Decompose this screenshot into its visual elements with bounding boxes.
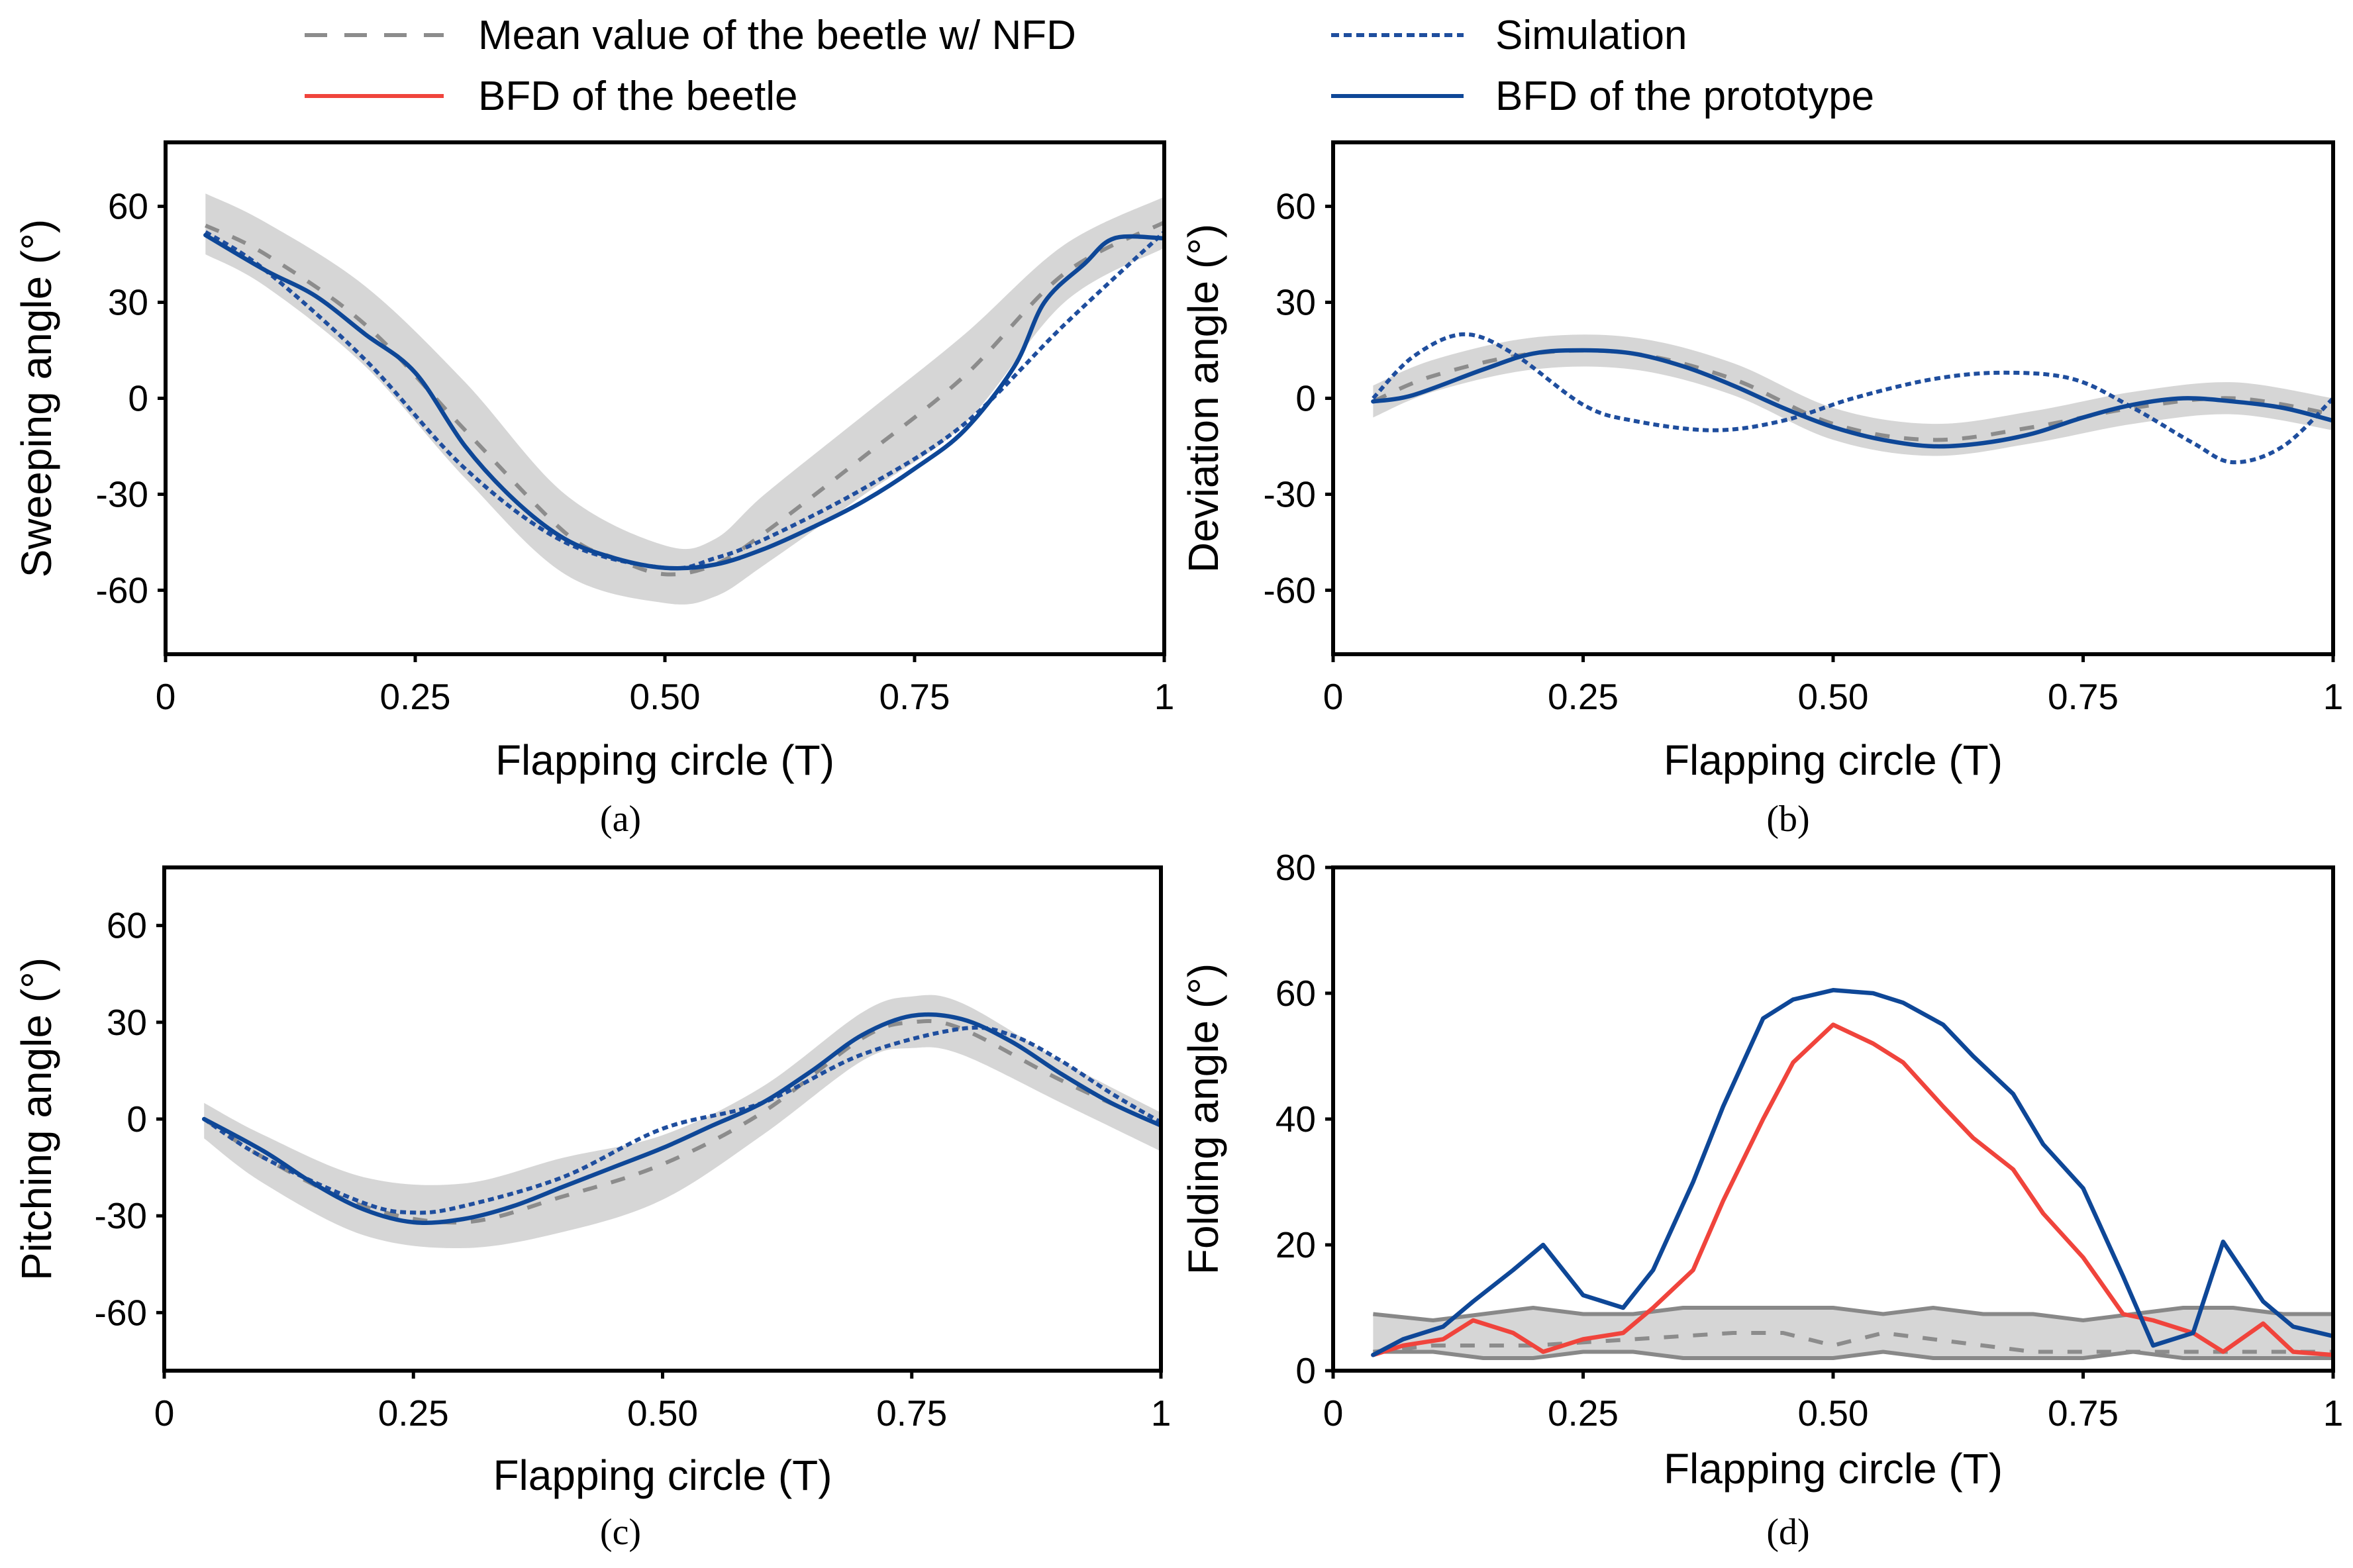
y-tick-label: 30 bbox=[1276, 282, 1316, 323]
panel-caption: (c) bbox=[600, 1512, 641, 1553]
plot-area-a bbox=[203, 193, 1164, 605]
x-tick-label: 0.50 bbox=[1797, 676, 1868, 717]
y-axis-label: Sweeping angle (°) bbox=[13, 219, 60, 577]
panels: 0 0.25 0.50 0.75 1 60 30 0 -30 -60 Flapping circle… bbox=[13, 140, 2344, 1553]
x-axis-label: Flapping circle (T) bbox=[493, 1451, 832, 1499]
x-tick-label: 0.75 bbox=[2048, 1393, 2119, 1434]
legend-label-prototype: BFD of the prototype bbox=[1495, 74, 1874, 119]
y-tick-label: 0 bbox=[126, 1099, 147, 1140]
x-tick-label: 1 bbox=[2323, 1393, 2344, 1434]
series-prototype bbox=[1371, 988, 2333, 1357]
series-beetle_bfd bbox=[1371, 1022, 2333, 1357]
legend-label-mean: Mean value of the beetle w/ NFD bbox=[478, 13, 1076, 58]
y-tick-label: 80 bbox=[1276, 847, 1316, 888]
y-tick-label: 30 bbox=[108, 282, 148, 323]
x-tick-label: 1 bbox=[1154, 676, 1175, 717]
y-tick-label: -60 bbox=[1264, 569, 1317, 611]
band-upper-edge bbox=[1373, 1305, 2333, 1323]
plot-area-c bbox=[201, 995, 1161, 1248]
series-prototype bbox=[201, 1012, 1161, 1225]
series-simulation bbox=[1372, 332, 2333, 465]
x-tick-label: 0.25 bbox=[378, 1393, 449, 1434]
legend-label-beetle-bfd: BFD of the beetle bbox=[478, 74, 798, 119]
plot-area-b bbox=[1371, 332, 2333, 465]
y-tick-label: 30 bbox=[107, 1002, 147, 1043]
band-lower-edge bbox=[1373, 1349, 2333, 1360]
panel-caption: (b) bbox=[1766, 799, 1809, 840]
x-tick-label: 0.75 bbox=[876, 1393, 947, 1434]
x-tick-label: 0 bbox=[1323, 676, 1344, 717]
legend-label-simulation: Simulation bbox=[1495, 13, 1687, 58]
legend: Mean value of the beetle w/ NFD Simulati… bbox=[305, 13, 1874, 119]
y-tick-label: -60 bbox=[96, 569, 149, 611]
panel-b: 0 0.25 0.50 0.75 1 60 30 0 -30 -60 Flapping circle… bbox=[1179, 140, 2344, 840]
series-mean bbox=[203, 1019, 1161, 1225]
x-tick-label: 0 bbox=[156, 676, 176, 717]
y-axis-label: Deviation angle (°) bbox=[1179, 224, 1227, 573]
y-tick-label: -30 bbox=[1264, 473, 1317, 514]
y-tick-label: 0 bbox=[1295, 1350, 1316, 1391]
series-mean bbox=[1373, 1331, 2333, 1354]
series-prototype bbox=[203, 232, 1164, 571]
x-tick-label: 1 bbox=[1151, 1393, 1172, 1434]
x-tick-label: 0 bbox=[154, 1393, 175, 1434]
series-mean bbox=[204, 220, 1164, 577]
y-tick-label: -60 bbox=[95, 1292, 148, 1333]
x-axis-label: Flapping circle (T) bbox=[1664, 736, 2003, 784]
axes-frame bbox=[162, 865, 1163, 1373]
panel-caption: (d) bbox=[1766, 1512, 1809, 1553]
y-tick-label: 0 bbox=[128, 378, 148, 419]
series-simulation bbox=[203, 1025, 1161, 1215]
series-prototype bbox=[1371, 348, 2333, 449]
x-tick-label: 0.75 bbox=[879, 676, 950, 717]
x-tick-label: 0.50 bbox=[629, 676, 700, 717]
y-tick-label: 0 bbox=[1295, 378, 1316, 419]
y-axis-label: Pitching angle (°) bbox=[13, 957, 60, 1281]
y-tick-label: 60 bbox=[107, 905, 147, 946]
y-tick-label: 60 bbox=[1276, 186, 1316, 227]
x-tick-label: 0.25 bbox=[1548, 1393, 1619, 1434]
panel-c: 0 0.25 0.50 0.75 1 60 30 0 -30 -60 Flapping circle… bbox=[13, 865, 1172, 1553]
x-axis-label: Flapping circle (T) bbox=[495, 736, 834, 784]
x-tick-label: 0.25 bbox=[1548, 676, 1619, 717]
x-tick-label: 1 bbox=[2323, 676, 2344, 717]
panel-caption: (a) bbox=[600, 799, 641, 840]
variability-band bbox=[205, 193, 1164, 605]
plot-area-d bbox=[1371, 988, 2333, 1360]
x-tick-label: 0.50 bbox=[627, 1393, 698, 1434]
x-tick-label: 0.75 bbox=[2048, 676, 2119, 717]
y-tick-label: -30 bbox=[95, 1195, 148, 1236]
y-tick-label: -30 bbox=[96, 473, 149, 514]
variability-band bbox=[1373, 334, 2333, 456]
panel-d: 0 0.25 0.50 0.75 1 80 60 40 20 0 Flapping circle (… bbox=[1179, 847, 2343, 1553]
y-tick-label: 60 bbox=[108, 186, 148, 227]
y-tick-label: 20 bbox=[1276, 1224, 1316, 1265]
panel-a: 0 0.25 0.50 0.75 1 60 30 0 -30 -60 Flapping circle… bbox=[13, 140, 1175, 840]
x-tick-label: 0 bbox=[1323, 1393, 1344, 1434]
x-tick-label: 0.25 bbox=[379, 676, 450, 717]
y-tick-label: 60 bbox=[1276, 973, 1316, 1014]
y-tick-label: 40 bbox=[1276, 1099, 1316, 1140]
x-tick-label: 0.50 bbox=[1797, 1393, 1868, 1434]
x-axis-label: Flapping circle (T) bbox=[1664, 1445, 2003, 1493]
y-axis-label: Folding angle (°) bbox=[1179, 963, 1227, 1275]
